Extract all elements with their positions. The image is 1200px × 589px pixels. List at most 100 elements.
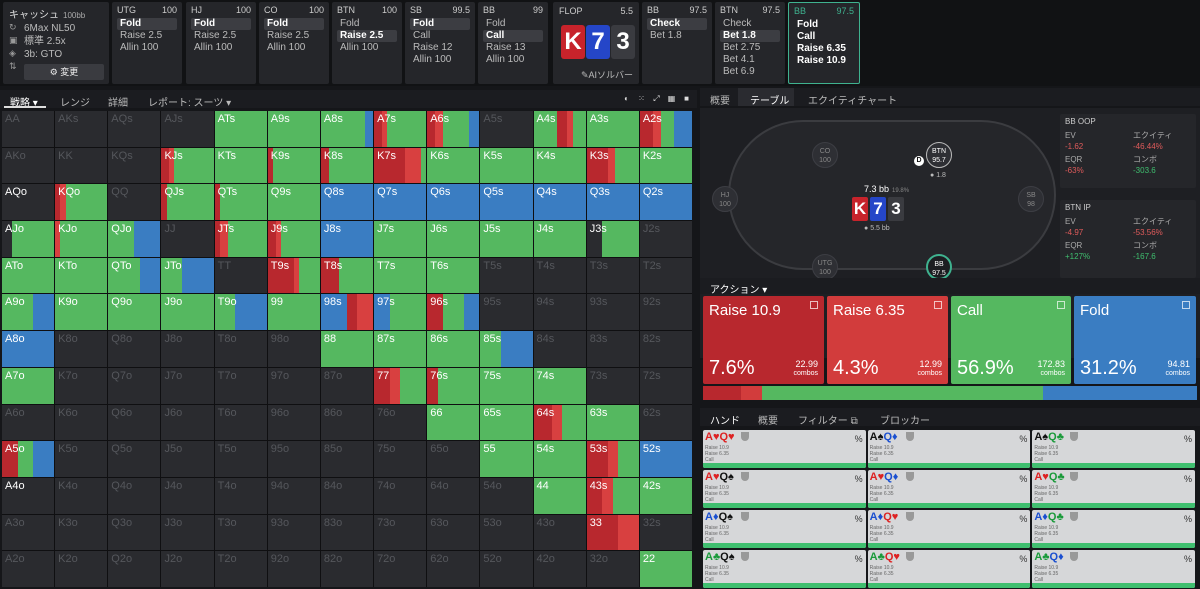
seat-sb[interactable]: SB 98 bbox=[1018, 186, 1044, 212]
action-option[interactable]: Raise 2.5 bbox=[267, 30, 310, 41]
tab-blocker[interactable]: ブロッカー bbox=[880, 416, 930, 427]
hand-cell[interactable]: J9s bbox=[267, 221, 320, 257]
hand-cell[interactable]: 92s bbox=[639, 294, 692, 331]
hand-cell[interactable]: QTo bbox=[108, 257, 161, 294]
combo-card[interactable]: A♦Q♥% Raise 10.9 Raise 6.35 Call bbox=[867, 510, 1031, 548]
hand-cell[interactable]: AA bbox=[2, 111, 55, 147]
hand-cell[interactable]: AQo bbox=[2, 184, 55, 221]
hand-cell[interactable]: 82o bbox=[320, 551, 374, 587]
detail-icon[interactable] bbox=[934, 301, 942, 309]
sort-icon[interactable]: ⇅ bbox=[9, 61, 17, 71]
hand-cell[interactable]: 63s bbox=[586, 404, 639, 441]
hand-cell[interactable]: QJs bbox=[161, 184, 214, 221]
hand-cell[interactable]: A2o bbox=[2, 551, 55, 587]
hand-cell[interactable]: K8o bbox=[55, 331, 108, 367]
seat-sb-preflop[interactable]: SB 99.5 Fold Call Raise 12 Allin 100 bbox=[405, 2, 475, 84]
hand-cell[interactable]: 65s bbox=[480, 404, 533, 441]
hand-cell[interactable]: KJo bbox=[55, 221, 108, 257]
hand-cell[interactable]: 53o bbox=[480, 514, 533, 551]
hand-cell[interactable]: TT bbox=[214, 257, 267, 294]
action-option[interactable]: Raise 2.5 bbox=[337, 30, 397, 42]
hand-cell[interactable]: 76s bbox=[427, 367, 480, 404]
hand-cell[interactable]: 42s bbox=[639, 477, 692, 514]
hand-cell[interactable]: JTo bbox=[161, 257, 214, 294]
action-box-raise-10-9[interactable]: Raise 10.9 7.6% 22.99 combos bbox=[703, 296, 824, 384]
hand-cell[interactable]: A7s bbox=[374, 111, 427, 147]
action-option[interactable]: Call bbox=[797, 31, 816, 42]
seat-btn-preflop[interactable]: BTN 100 Fold Raise 2.5 Allin 100 bbox=[332, 2, 402, 84]
hand-cell[interactable]: K7o bbox=[55, 367, 108, 404]
seat-hj[interactable]: HJ 100 bbox=[712, 186, 738, 212]
hand-cell[interactable]: 55 bbox=[480, 441, 533, 477]
combo-card[interactable]: A♣Q♦% Raise 10.9 Raise 6.35 Call bbox=[1032, 550, 1195, 588]
hand-cell[interactable]: 62o bbox=[427, 551, 480, 587]
hand-cell[interactable]: 84s bbox=[533, 331, 586, 367]
hand-cell[interactable]: A4s bbox=[533, 111, 586, 147]
hand-cell[interactable]: 82s bbox=[639, 331, 692, 367]
hand-cell[interactable]: 97s bbox=[374, 294, 427, 331]
hand-cell[interactable]: 73s bbox=[586, 367, 639, 404]
hand-cell[interactable]: 85s bbox=[480, 331, 533, 367]
hand-cell[interactable]: A2s bbox=[639, 111, 692, 147]
action-option[interactable]: Raise 2.5 bbox=[120, 30, 163, 41]
hand-cell[interactable]: Q9o bbox=[108, 294, 161, 331]
action-option[interactable]: Raise 12 bbox=[413, 42, 453, 53]
hand-cell[interactable]: 85o bbox=[320, 441, 374, 477]
hand-cell[interactable]: Q4s bbox=[533, 184, 586, 221]
hand-cell[interactable]: 74s bbox=[533, 367, 586, 404]
hand-cell[interactable]: K2s bbox=[639, 147, 692, 184]
hand-cell[interactable]: K4o bbox=[55, 477, 108, 514]
color-mode-icon[interactable]: ◐ bbox=[624, 94, 629, 103]
combo-card[interactable]: A♥Q♣% Raise 10.9 Raise 6.35 Call bbox=[1032, 470, 1195, 508]
hand-cell[interactable]: 83o bbox=[320, 514, 374, 551]
hand-cell[interactable]: Q8o bbox=[108, 331, 161, 367]
combo-card[interactable]: A♥Q♦% Raise 10.9 Raise 6.35 Call bbox=[867, 470, 1031, 508]
hand-cell[interactable]: 72s bbox=[639, 367, 692, 404]
tab-range[interactable]: レンジ bbox=[60, 98, 90, 109]
hand-cell[interactable]: T3o bbox=[214, 514, 267, 551]
hand-cell[interactable]: KTo bbox=[55, 257, 108, 294]
hand-cell[interactable]: T6o bbox=[214, 404, 267, 441]
compact-view-icon[interactable]: ▦ bbox=[667, 94, 676, 103]
square-view-icon[interactable]: ■ bbox=[684, 94, 689, 103]
hand-cell[interactable]: J9o bbox=[161, 294, 214, 331]
hand-cell[interactable]: A3s bbox=[586, 111, 639, 147]
hand-cell[interactable]: 74o bbox=[374, 477, 427, 514]
hand-cell[interactable]: 54o bbox=[480, 477, 533, 514]
hand-cell[interactable]: ATs bbox=[214, 111, 267, 147]
hand-cell[interactable]: 43o bbox=[533, 514, 586, 551]
hand-cell[interactable]: A8s bbox=[320, 111, 374, 147]
hand-cell[interactable]: 62s bbox=[639, 404, 692, 441]
seat-utg-preflop[interactable]: UTG 100 Fold Raise 2.5 Allin 100 bbox=[112, 2, 182, 84]
hand-cell[interactable]: 32o bbox=[586, 551, 639, 587]
hand-cell[interactable]: J4s bbox=[533, 221, 586, 257]
action-option[interactable]: Allin 100 bbox=[413, 54, 452, 65]
hand-cell[interactable]: A5o bbox=[2, 441, 55, 477]
action-box-call[interactable]: Call 56.9% 172.83 combos bbox=[951, 296, 1071, 384]
action-option[interactable]: Raise 2.5 bbox=[194, 30, 237, 41]
hand-cell[interactable]: K3s bbox=[586, 147, 639, 184]
action-option[interactable]: Allin 100 bbox=[340, 42, 379, 53]
hand-cell[interactable]: J6o bbox=[161, 404, 214, 441]
hand-cell[interactable]: 52s bbox=[639, 441, 692, 477]
hand-cell[interactable]: JJ bbox=[161, 221, 214, 257]
tab-filter[interactable]: フィルター ⧉ bbox=[798, 416, 858, 427]
hand-cell[interactable]: Q2s bbox=[639, 184, 692, 221]
hand-cell[interactable]: K9o bbox=[55, 294, 108, 331]
hand-cell[interactable]: K3o bbox=[55, 514, 108, 551]
hand-cell[interactable]: K7s bbox=[374, 147, 427, 184]
action-dropdown[interactable]: アクション ▾ bbox=[700, 278, 1200, 296]
hand-cell[interactable]: J8o bbox=[161, 331, 214, 367]
seat-hj-preflop[interactable]: HJ 100 Fold Raise 2.5 Allin 100 bbox=[186, 2, 256, 84]
hand-cell[interactable]: 44 bbox=[533, 477, 586, 514]
action-option[interactable]: Allin 100 bbox=[267, 42, 306, 53]
hand-cell[interactable]: T5s bbox=[480, 257, 533, 294]
hand-cell[interactable]: Q8s bbox=[320, 184, 374, 221]
action-option[interactable]: Fold bbox=[117, 18, 177, 30]
hand-cell[interactable]: 22 bbox=[639, 551, 692, 587]
seat-bb-preflop[interactable]: BB 99 Fold Call Raise 13 Allin 100 bbox=[478, 2, 548, 84]
action-option[interactable]: Fold bbox=[264, 18, 324, 30]
combo-card[interactable]: A♣Q♠% Raise 10.9 Raise 6.35 Call bbox=[703, 550, 866, 588]
hand-cell[interactable]: A9o bbox=[2, 294, 55, 331]
